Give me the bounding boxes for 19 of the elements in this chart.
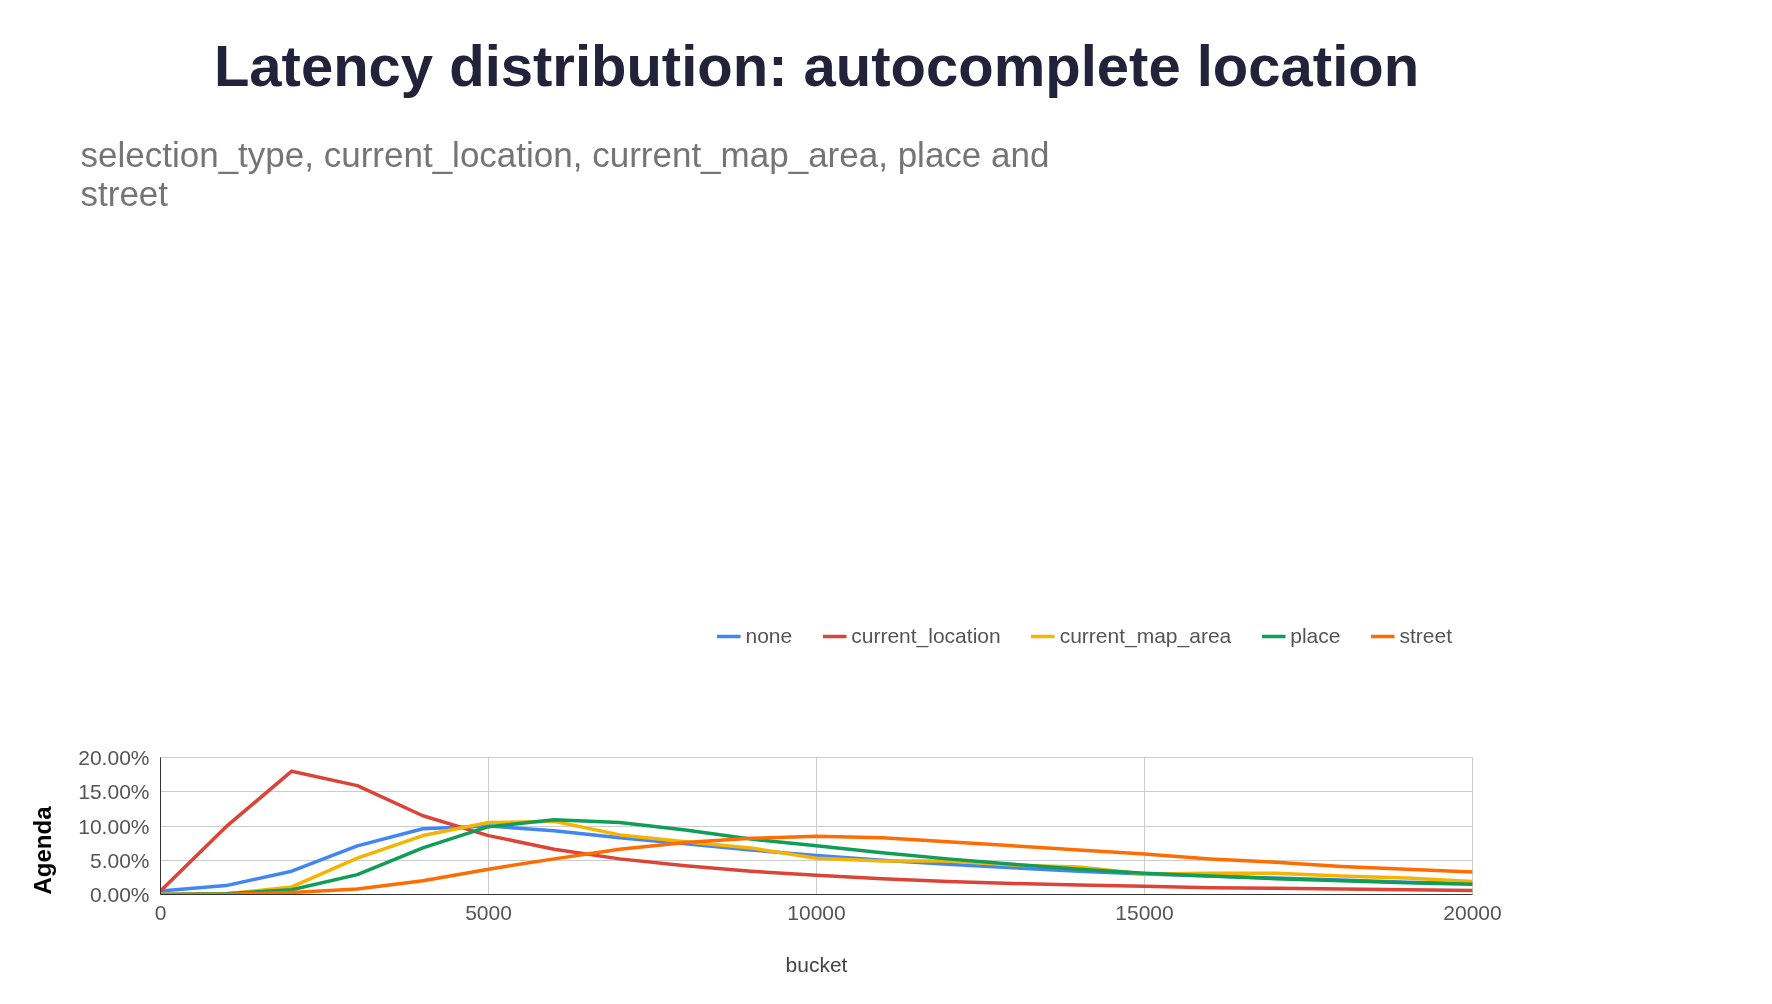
y-tick-label: 5.00% (89, 848, 150, 872)
x-axis-title: bucket (785, 952, 848, 976)
y-tick-label: 0.00% (89, 883, 150, 906)
y-tick-label: 20.00% (78, 746, 150, 769)
x-tick-label: 5000 (465, 900, 512, 924)
x-tick-label: 15000 (1115, 900, 1174, 924)
y-tick-label: 10.00% (78, 814, 150, 838)
legend-label: none (745, 624, 793, 648)
legend-label: current_location (851, 624, 1001, 648)
x-tick-label: 0 (154, 900, 167, 924)
chart-subtitle: selection_type, current_location, current_map_area, place and street (80, 134, 1050, 213)
legend-label: place (1290, 624, 1341, 648)
legend-label: street (1399, 624, 1452, 648)
legend-label: current_map_area (1059, 624, 1232, 648)
chart-title: Latency distribution: autocomplete location (213, 32, 1420, 98)
text: Agenda (28, 805, 56, 895)
y-tick-label: 15.00% (78, 780, 150, 804)
x-tick-label: 20000 (1443, 900, 1502, 924)
x-tick-label: 10000 (787, 900, 846, 924)
